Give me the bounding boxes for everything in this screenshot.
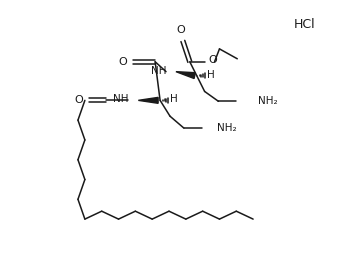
Text: NH: NH	[113, 94, 128, 104]
Text: H: H	[170, 94, 178, 104]
Text: O: O	[176, 25, 185, 35]
Text: O: O	[119, 57, 127, 67]
Text: NH: NH	[150, 66, 166, 76]
Polygon shape	[138, 97, 158, 103]
Polygon shape	[176, 72, 195, 79]
Text: HCl: HCl	[294, 18, 315, 31]
Text: O: O	[209, 55, 217, 65]
Text: H: H	[207, 70, 214, 80]
Text: O: O	[74, 95, 83, 105]
Text: NH₂: NH₂	[258, 96, 278, 106]
Text: NH₂: NH₂	[217, 123, 236, 133]
